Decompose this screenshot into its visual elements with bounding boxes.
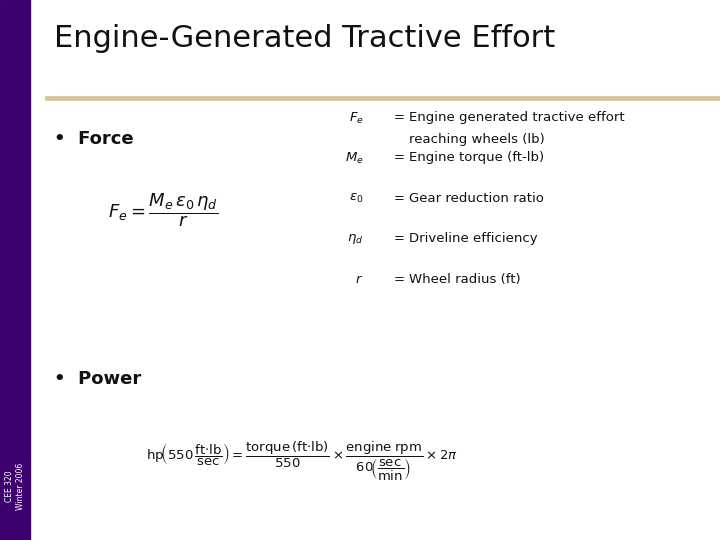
Text: Engine-Generated Tractive Effort: Engine-Generated Tractive Effort — [54, 24, 555, 53]
Text: $F_e = \dfrac{M_e\,\varepsilon_0\,\eta_d}{r}$: $F_e = \dfrac{M_e\,\varepsilon_0\,\eta_d… — [108, 192, 218, 230]
Text: Gear reduction ratio: Gear reduction ratio — [409, 192, 544, 205]
Text: $\eta_d$: $\eta_d$ — [347, 232, 364, 246]
Text: =: = — [394, 232, 405, 245]
Text: Wheel radius (ft): Wheel radius (ft) — [409, 273, 521, 286]
Text: Engine torque (ft-lb): Engine torque (ft-lb) — [409, 151, 544, 164]
Text: $F_e$: $F_e$ — [348, 111, 364, 126]
Text: Driveline efficiency: Driveline efficiency — [409, 232, 538, 245]
Text: Engine generated tractive effort: Engine generated tractive effort — [409, 111, 624, 124]
Text: =: = — [394, 273, 405, 286]
Text: $\varepsilon_0$: $\varepsilon_0$ — [349, 192, 364, 205]
Text: CEE 320
Winter 2006: CEE 320 Winter 2006 — [6, 463, 24, 510]
Text: •  Force: • Force — [54, 130, 134, 147]
Text: =: = — [394, 192, 405, 205]
Text: $\mathrm{hp}\!\left(550\,\dfrac{\mathrm{ft{\cdot}lb}}{\mathrm{sec}}\right)=\dfra: $\mathrm{hp}\!\left(550\,\dfrac{\mathrm{… — [146, 440, 459, 483]
Text: =: = — [394, 151, 405, 164]
Text: •  Power: • Power — [54, 370, 141, 388]
Text: $M_e$: $M_e$ — [345, 151, 364, 166]
Text: $r$: $r$ — [356, 273, 364, 286]
Text: =: = — [394, 111, 405, 124]
Text: reaching wheels (lb): reaching wheels (lb) — [409, 133, 545, 146]
